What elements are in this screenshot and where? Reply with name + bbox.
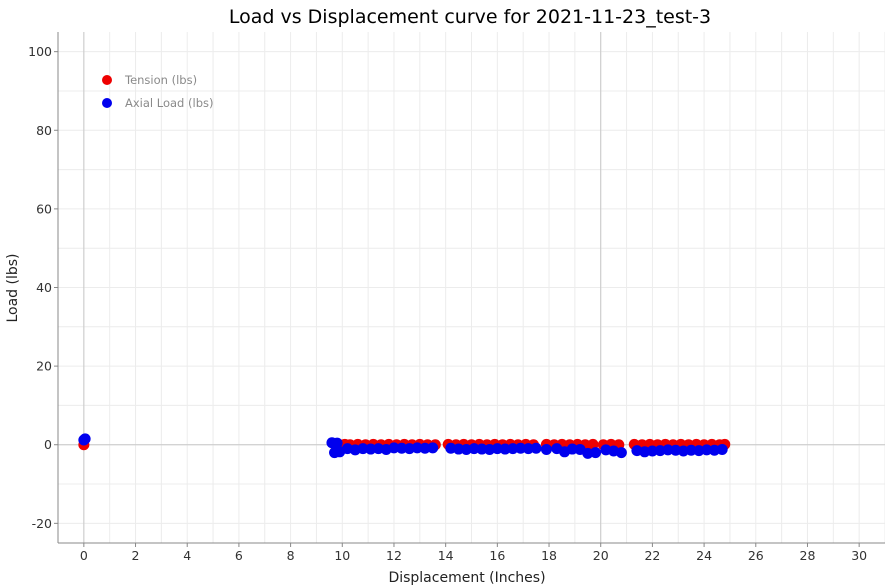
x-tick-label: 14 bbox=[438, 548, 454, 563]
data-point bbox=[646, 445, 658, 457]
data-point bbox=[701, 444, 713, 456]
data-point bbox=[499, 443, 511, 455]
data-point bbox=[396, 442, 408, 454]
x-axis-ticks: 0 2 4 6 8 10 12 14 16 18 20 22 24 26 28 30 bbox=[80, 543, 867, 563]
data-point bbox=[662, 444, 674, 456]
x-tick-label: 12 bbox=[386, 548, 402, 563]
x-tick-label: 18 bbox=[541, 548, 557, 563]
data-point bbox=[716, 443, 728, 455]
x-tick-label: 10 bbox=[334, 548, 350, 563]
y-tick-label: 0 bbox=[44, 437, 52, 452]
y-axis-label: Load (lbs) bbox=[5, 253, 21, 322]
data-point bbox=[566, 443, 578, 455]
y-tick-label: 20 bbox=[36, 359, 52, 374]
legend-label[interactable]: Tension (lbs) bbox=[124, 73, 197, 87]
x-tick-label: 28 bbox=[800, 548, 816, 563]
data-point bbox=[507, 443, 519, 455]
y-tick-label: 80 bbox=[36, 123, 52, 138]
grid-lines bbox=[57, 32, 885, 543]
y-tick-label: 100 bbox=[28, 44, 52, 59]
legend-marker[interactable] bbox=[102, 98, 112, 108]
data-point bbox=[515, 442, 527, 454]
x-tick-label: 20 bbox=[593, 548, 609, 563]
x-tick-label: 2 bbox=[132, 548, 140, 563]
series-axial-load bbox=[78, 433, 728, 459]
data-point bbox=[476, 443, 488, 455]
data-point bbox=[491, 443, 503, 455]
data-point bbox=[453, 443, 465, 455]
y-axis-ticks: -20 0 20 40 60 80 100 bbox=[28, 44, 58, 531]
x-tick-label: 26 bbox=[748, 548, 764, 563]
legend-label[interactable]: Axial Load (lbs) bbox=[125, 96, 213, 110]
data-point bbox=[357, 443, 369, 455]
data-point bbox=[587, 438, 599, 450]
data-point bbox=[468, 443, 480, 455]
x-axis-label: Displacement (Inches) bbox=[388, 570, 545, 586]
data-point bbox=[79, 433, 91, 445]
chart-title: Load vs Displacement curve for 2021-11-2… bbox=[229, 6, 711, 28]
x-tick-label: 4 bbox=[183, 548, 191, 563]
x-tick-label: 6 bbox=[235, 548, 243, 563]
data-point bbox=[331, 437, 343, 449]
y-tick-label: 60 bbox=[36, 201, 52, 216]
x-tick-label: 24 bbox=[696, 548, 712, 563]
data-point bbox=[685, 444, 697, 456]
x-tick-label: 8 bbox=[287, 548, 295, 563]
data-points bbox=[78, 433, 731, 459]
data-point bbox=[540, 443, 552, 455]
x-tick-label: 30 bbox=[851, 548, 867, 563]
x-tick-label: 22 bbox=[644, 548, 660, 563]
y-tick-label: -20 bbox=[32, 516, 52, 531]
data-point bbox=[365, 443, 377, 455]
data-point bbox=[388, 442, 400, 454]
data-point bbox=[530, 442, 542, 454]
data-point bbox=[590, 447, 602, 459]
x-tick-label: 16 bbox=[489, 548, 505, 563]
legend-marker[interactable] bbox=[102, 75, 112, 85]
data-point bbox=[522, 443, 534, 455]
data-point bbox=[427, 442, 439, 454]
x-tick-label: 0 bbox=[80, 548, 88, 563]
legend[interactable]: Tension (lbs) Axial Load (lbs) bbox=[102, 73, 213, 110]
data-point bbox=[615, 447, 627, 459]
y-tick-label: 40 bbox=[36, 280, 52, 295]
data-point bbox=[411, 442, 423, 454]
data-point bbox=[419, 442, 431, 454]
